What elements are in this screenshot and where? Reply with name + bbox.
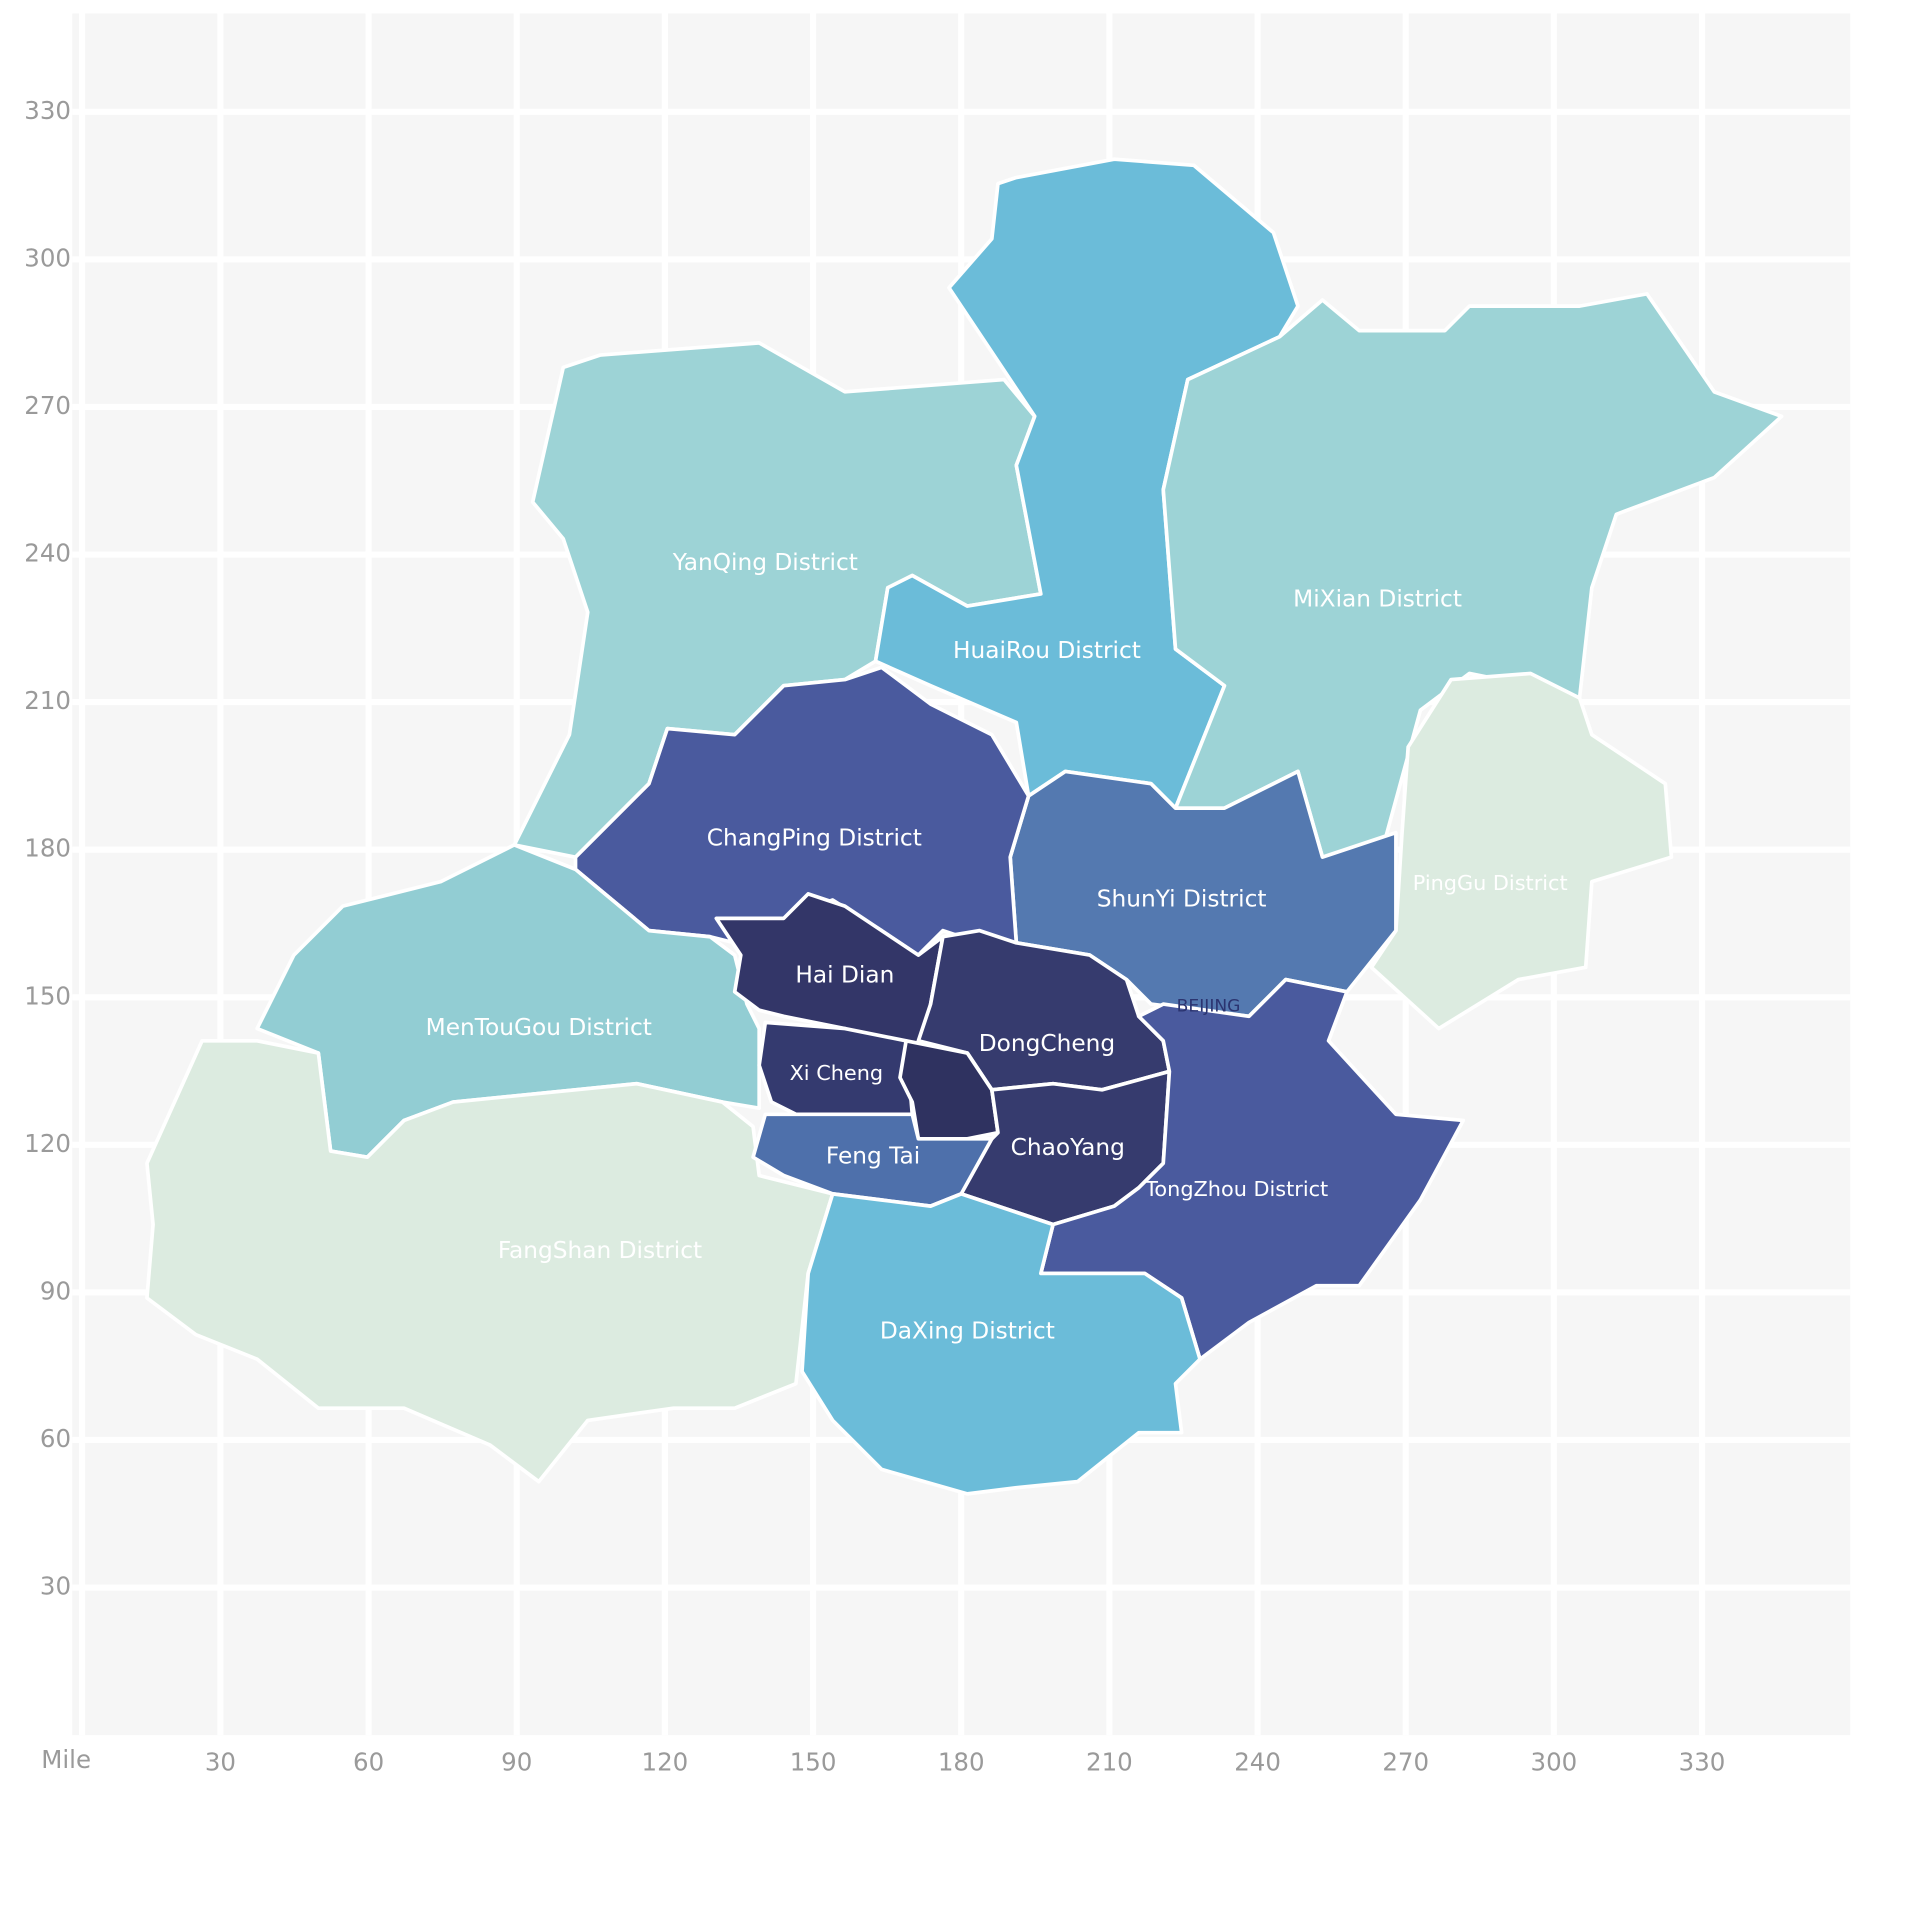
y-tick-label: 330 [24,96,71,125]
y-tick-label: 270 [24,391,71,420]
region-label: DongCheng [979,1030,1115,1057]
y-tick-label: 240 [24,539,71,568]
x-tick-label: 330 [1679,1747,1726,1776]
region [800,1192,1202,1496]
x-tick-label: 180 [938,1747,985,1776]
x-tick-label: 90 [501,1747,532,1776]
region-label: ChangPing District [707,824,922,851]
y-tick-label: 210 [24,686,71,715]
region-label: DaXing District [880,1318,1055,1345]
region-label: MiXian District [1293,586,1462,613]
y-tick-label: 30 [40,1572,71,1601]
x-tick-label: 210 [1086,1747,1133,1776]
x-tick-label: 120 [642,1747,689,1776]
x-tick-label: 270 [1382,1747,1429,1776]
region-labels: YanQing District HuaiRou District MiXian… [426,549,1568,1345]
region-label: PingGu District [1413,871,1568,895]
y-tick-label: 120 [24,1129,71,1158]
y-tick-label: 60 [40,1424,71,1453]
region-label: HuaiRou District [953,637,1141,664]
y-tick-label: 90 [40,1276,71,1305]
region [1038,977,1466,1362]
region-label: ChaoYang [1011,1134,1125,1161]
regions [145,157,1784,1496]
region [751,1112,994,1208]
region-label: ShunYi District [1097,886,1267,913]
x-tick-label: 30 [205,1747,236,1776]
map-body: YanQing District HuaiRou District MiXian… [24,13,1851,1776]
y-tick-label: 180 [24,834,71,863]
region-label: FangShan District [498,1237,702,1264]
region-label: MenTouGou District [426,1014,652,1041]
x-tick-label: 150 [790,1747,837,1776]
y-tick-label: 300 [24,243,71,272]
y-tick-label: 150 [24,981,71,1010]
x-tick-label: 240 [1234,1747,1281,1776]
city-label: BEIJING [1177,997,1241,1017]
x-tick-label: 60 [353,1747,384,1776]
region-label: Feng Tai [826,1143,920,1170]
region-label: Hai Dian [795,961,894,988]
region [1369,671,1674,1031]
x-tick-label: 300 [1531,1747,1578,1776]
region-label: Xi Cheng [790,1061,884,1085]
region-label: YanQing District [672,549,858,576]
x-axis-label: Mile [41,1745,91,1774]
region-label: TongZhou District [1144,1177,1328,1201]
